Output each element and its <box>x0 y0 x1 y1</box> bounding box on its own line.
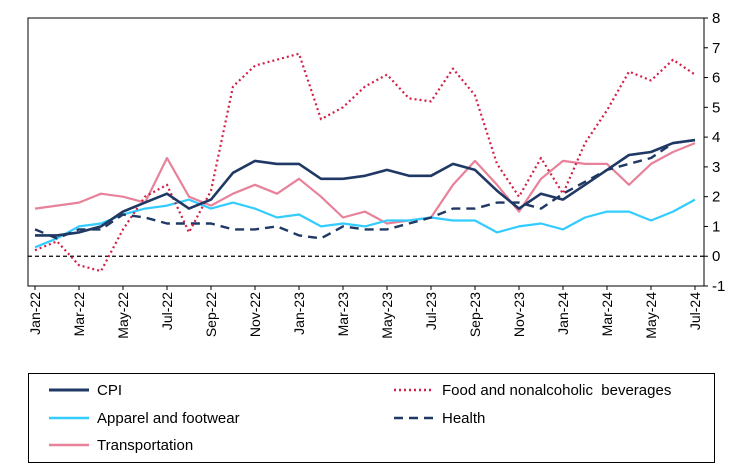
y-tick-label: 7 <box>712 40 720 57</box>
x-tick-label: May-22 <box>115 292 131 339</box>
x-tick-label: Jan-22 <box>27 292 43 335</box>
legend-swatch-transportation <box>49 443 89 447</box>
x-tick-label: May-23 <box>379 292 395 339</box>
legend-item-cpi: CPI <box>49 380 122 400</box>
x-tick-label: Jul-24 <box>687 292 703 330</box>
y-tick-label: 2 <box>712 189 720 206</box>
y-tick-label: -1 <box>712 278 725 295</box>
x-tick-label: Jul-23 <box>423 292 439 330</box>
x-tick-label: Mar-23 <box>335 292 351 337</box>
chart-legend: CPI Food and nonalcoholic beverages Appa… <box>28 373 715 463</box>
legend-label-cpi: CPI <box>97 381 123 399</box>
x-tick-label: Jan-24 <box>555 292 571 335</box>
series-line-health <box>34 138 696 240</box>
x-tick-label: Nov-22 <box>247 292 263 337</box>
legend-label-transportation: Transportation <box>97 436 194 454</box>
series-line-apparel-and-footwear <box>34 198 696 249</box>
legend-item-transportation: Transportation <box>49 435 193 455</box>
x-tick-label: Mar-24 <box>599 292 615 337</box>
legend-swatch-apparel <box>49 416 89 420</box>
legend-label-food: Food and nonalcoholic beverages <box>442 381 672 399</box>
x-tick-label: May-24 <box>643 292 659 339</box>
x-tick-label: Nov-23 <box>511 292 527 337</box>
y-tick-label: 0 <box>712 248 720 265</box>
y-tick-label: 3 <box>712 159 720 176</box>
legend-label-apparel: Apparel and footwear <box>97 409 240 427</box>
y-tick-label: 4 <box>712 129 720 146</box>
y-tick-label: 8 <box>712 10 720 27</box>
y-tick-label: 1 <box>712 218 720 235</box>
plot-area-border <box>27 17 705 287</box>
x-tick-label: Sep-22 <box>203 292 219 337</box>
legend-item-health: Health <box>394 408 485 428</box>
series-line-food-and-nonalcoholic-beverages <box>34 52 696 273</box>
x-tick-label: Sep-23 <box>467 292 483 337</box>
x-tick-label: Jan-23 <box>291 292 307 335</box>
y-tick-label: 6 <box>712 70 720 87</box>
legend-swatch-food <box>394 388 434 392</box>
legend-item-apparel: Apparel and footwear <box>49 408 240 428</box>
series-line-cpi <box>35 138 696 237</box>
y-tick-label: 5 <box>712 99 720 116</box>
line-chart: -1 0 1 2 3 4 5 6 7 8 Jan-22 Mar-22 May-22 Jul-22 Sep-… <box>27 10 725 339</box>
legend-swatch-health <box>394 416 434 420</box>
legend-swatch-cpi <box>49 388 89 392</box>
legend-item-food: Food and nonalcoholic beverages <box>394 380 671 400</box>
x-tick-label: Mar-22 <box>71 292 87 337</box>
legend-label-health: Health <box>442 409 486 427</box>
x-tick-label: Jul-22 <box>159 292 175 330</box>
